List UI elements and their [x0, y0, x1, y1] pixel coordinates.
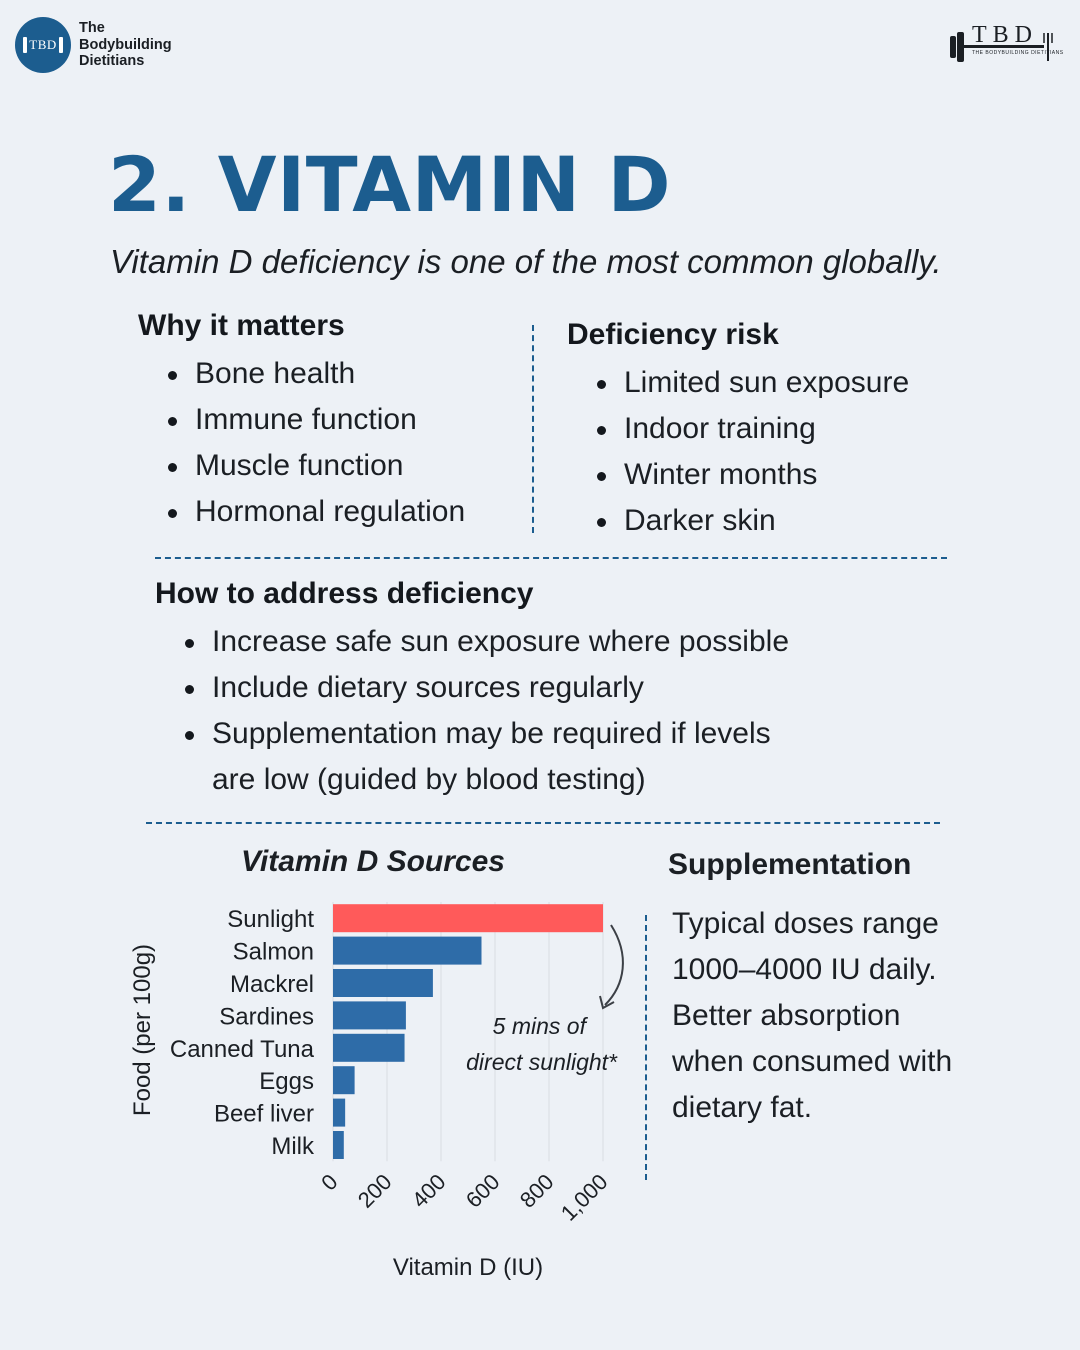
list-item: Muscle function — [165, 443, 465, 489]
bar — [333, 1033, 405, 1062]
category-label: Beef liver — [214, 1101, 314, 1128]
annotation-arrowhead — [599, 995, 615, 1010]
list-item: Winter months — [594, 452, 909, 498]
bar — [333, 1098, 346, 1127]
category-label: Sunlight — [227, 906, 314, 933]
list-item: Hormonal regulation — [165, 489, 465, 535]
bar — [333, 1066, 355, 1095]
why-list: Bone health Immune function Muscle funct… — [165, 351, 465, 535]
address-list: Increase safe sun exposure where possibl… — [182, 619, 789, 757]
address-heading: How to address deficiency — [155, 577, 534, 610]
vertical-divider — [532, 325, 534, 533]
category-label: Eggs — [259, 1068, 314, 1095]
brand-line: The — [79, 20, 105, 36]
brand-logo-text: TBD — [29, 37, 57, 52]
list-item: Increase safe sun exposure where possibl… — [182, 619, 789, 665]
right-logo-text: TBD — [972, 22, 1038, 48]
category-label: Canned Tuna — [170, 1036, 315, 1063]
category-label: Sardines — [219, 1003, 314, 1030]
horizontal-divider — [155, 557, 947, 559]
x-axis-label: Vitamin D (IU) — [393, 1254, 543, 1281]
vertical-divider — [645, 915, 647, 1180]
horizontal-divider — [146, 822, 940, 824]
list-item: Bone health — [165, 351, 465, 397]
tick-label: 1,000 — [556, 1169, 613, 1226]
bar — [333, 969, 433, 997]
tick-label: 0 — [316, 1169, 342, 1195]
page-title: 2. VITAMIN D — [108, 140, 672, 229]
brand-logo: TBD — [15, 17, 71, 73]
tick-label: 600 — [461, 1169, 505, 1213]
chart-title: Vitamin D Sources — [241, 845, 505, 878]
list-item: Indoor training — [594, 406, 909, 452]
why-heading: Why it matters — [138, 309, 345, 342]
supplementation-heading: Supplementation — [668, 848, 912, 881]
address-continuation: are low (guided by blood testing) — [212, 763, 646, 796]
list-item: Limited sun exposure — [594, 360, 909, 406]
brand-line: Dietitians — [79, 53, 145, 69]
y-axis-label: Food (per 100g) — [129, 944, 156, 1116]
tick-label: 400 — [407, 1169, 451, 1213]
list-item: Supplementation may be required if level… — [182, 711, 789, 757]
bar — [333, 1131, 344, 1159]
brand-line: Bodybuilding — [79, 36, 172, 53]
bar — [333, 904, 603, 933]
annotation-text: direct sunlight* — [466, 1049, 618, 1075]
bar — [333, 936, 482, 965]
vitamin-d-chart: Sunlight Salmon Mackrel Sardines Canned Tuna… — [129, 902, 624, 1281]
list-item: Darker skin — [594, 498, 909, 544]
page-subtitle: Vitamin D deficiency is one of the most … — [110, 243, 942, 280]
annotation-arrow — [604, 924, 624, 1006]
list-item: Immune function — [165, 397, 465, 443]
barbell-icon — [950, 32, 1053, 62]
category-label: Salmon — [233, 939, 314, 966]
supplementation-text: Typical doses range 1000–4000 IU daily. … — [672, 907, 953, 1124]
tick-label: 200 — [353, 1169, 397, 1213]
risk-list: Limited sun exposure Indoor training Win… — [594, 360, 909, 544]
tick-label: 800 — [515, 1169, 559, 1213]
risk-heading: Deficiency risk — [567, 318, 779, 351]
category-label: Mackrel — [230, 971, 314, 998]
right-logo-subtext: THE BODYBUILDING DIETITIANS — [972, 50, 1064, 56]
list-item: Include dietary sources regularly — [182, 665, 789, 711]
bar — [333, 1001, 406, 1030]
annotation-text: 5 mins of — [493, 1013, 589, 1039]
brand-name: The Bodybuilding Dietitians — [79, 20, 172, 70]
category-label: Milk — [271, 1133, 315, 1160]
